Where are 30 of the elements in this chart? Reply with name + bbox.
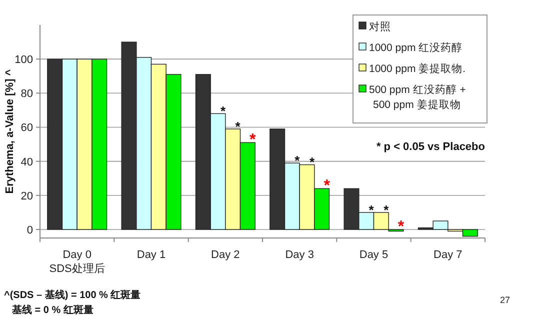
y-tick-label: 80: [20, 88, 33, 100]
y-tick-label: 0: [26, 224, 33, 236]
x-tick-label: Day 5: [359, 249, 388, 261]
text: 27: [500, 295, 510, 305]
annotation: *: [250, 132, 257, 149]
annotation: *: [398, 218, 405, 236]
y-tick-label: 20: [20, 190, 33, 202]
legend-label: 1000 ppm 红没药醇: [369, 41, 463, 54]
legend-label: 500 ppm 红没药醇 + 500 ppm 姜提取物: [369, 83, 466, 111]
annotation: *: [235, 118, 242, 134]
x-tick-label: Day 2: [211, 249, 240, 261]
x-tick-label: Day 0 SDS处理后: [49, 249, 105, 275]
y-tick-label: 60: [20, 122, 33, 134]
x-tick-label: Day 3: [285, 249, 314, 261]
annotation: *: [384, 202, 390, 218]
text: ^(SDS – 基线) = 100 % 红斑量: [4, 289, 141, 301]
annotation: *: [368, 202, 375, 218]
legend-label: 对照: [369, 20, 391, 33]
annotation: *: [294, 153, 301, 168]
y-tick-label: 100: [14, 54, 33, 66]
x-tick-label: Day 1: [136, 249, 166, 261]
x-tick-label: Day 7: [434, 249, 462, 261]
annotation: *: [324, 178, 331, 195]
annotation: *: [220, 104, 226, 119]
annotation: *: [309, 154, 316, 170]
y-axis-title: Erythema, a-Value [%] ^: [4, 68, 16, 194]
y-tick-label: 40: [20, 156, 33, 168]
text: 基线 = 0 % 红斑量: [11, 304, 94, 316]
annotation: * p < 0.05 vs Placebo: [376, 141, 486, 153]
legend-label: 1000 ppm 姜提取物.: [369, 62, 466, 75]
